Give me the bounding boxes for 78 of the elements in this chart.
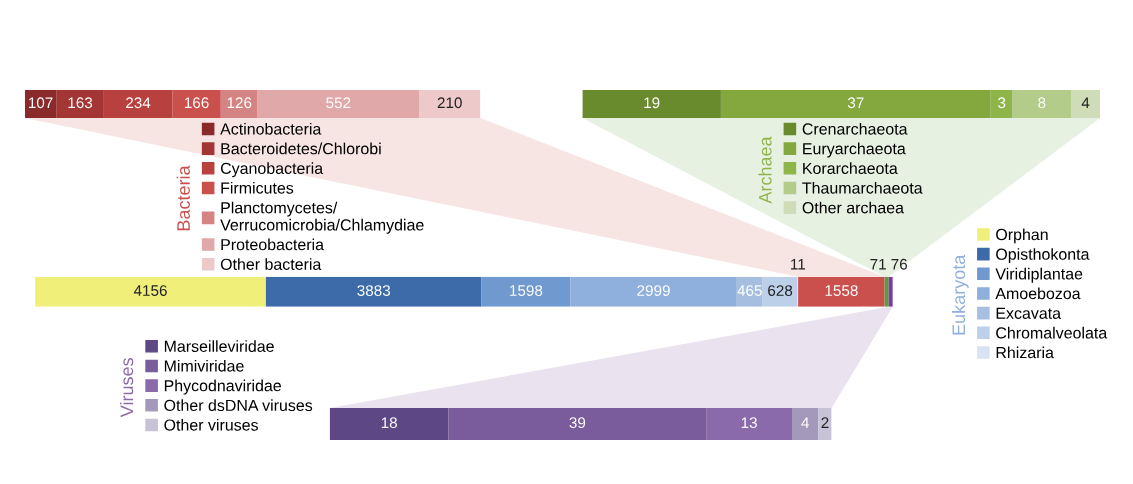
bar [582, 90, 721, 119]
legend-label: Rhizaria [996, 346, 1054, 359]
legend-label: Excavata [996, 307, 1062, 319]
legend-label: Cyanobacteria [220, 162, 324, 178]
data-label: 39 [569, 417, 586, 429]
data-label: 4 [1081, 97, 1090, 109]
legend-label: Mimiviridae [164, 359, 244, 372]
data-label: 2 [821, 417, 829, 428]
bar [103, 90, 173, 119]
legend-title: Eukaryota [951, 254, 969, 335]
data-label: 210 [437, 97, 462, 109]
legend-label: Other viruses [164, 418, 258, 431]
bar [1070, 90, 1101, 119]
bar [720, 90, 991, 119]
data-label: 71 [870, 259, 886, 270]
legend-label: Thaumarchaeota [802, 181, 923, 194]
legend-label: Euryarchaeota [803, 142, 906, 158]
data-label: 8 [1038, 97, 1046, 109]
legend-label: Other dsDNA viruses [164, 399, 313, 412]
bar [24, 90, 57, 119]
legend-label: Actinobacteria [220, 122, 322, 135]
data-label: 552 [326, 97, 351, 109]
legend-label: Marseilleviridae [164, 340, 274, 352]
legend-label: Crenarchaeota [802, 122, 908, 135]
data-label: 13 [741, 417, 757, 429]
data-label: 107 [28, 97, 53, 109]
data-label: 628 [768, 285, 793, 296]
bar [1012, 90, 1071, 119]
bar [884, 276, 889, 307]
bar [792, 408, 819, 440]
bar [448, 408, 707, 440]
bar [990, 90, 1013, 119]
bar [257, 90, 419, 119]
bar [220, 90, 258, 119]
legend-label: Viridiplantae [995, 267, 1083, 283]
legend-title: Archaea [758, 136, 772, 204]
legend-label: Korarchaeota [803, 162, 898, 175]
bar [265, 276, 482, 307]
legend-label: Opisthokonta [996, 248, 1090, 264]
legend-label: Phycodnaviridae [164, 379, 281, 395]
legend-label: Orphan [996, 228, 1048, 244]
legend-label: Other archaea [802, 201, 904, 214]
data-label: 3883 [357, 285, 391, 296]
data-label: 234 [126, 97, 151, 109]
bar [35, 276, 266, 307]
data-label: 18 [381, 417, 397, 429]
data-label: 465 [737, 285, 762, 296]
data-label: 11 [791, 259, 806, 270]
data-label: 37 [847, 97, 864, 109]
legend-label: Proteobacteria [221, 238, 325, 251]
data-label: 76 [891, 258, 908, 270]
data-label: 4 [801, 417, 810, 428]
bar [818, 408, 832, 440]
data-label: 1598 [510, 285, 543, 296]
data-label: 1558 [825, 285, 858, 296]
bar [706, 408, 792, 440]
data-label: 166 [184, 97, 209, 109]
bar [481, 276, 571, 307]
legend-label: Firmicutes [221, 181, 294, 194]
legend-title: Viruses [119, 358, 134, 418]
legend-label: Bacteroidetes/Chlorobi [221, 142, 381, 155]
bar [329, 408, 449, 440]
data-label: 3 [998, 97, 1006, 109]
legend-label: Other bacteria [220, 258, 322, 270]
legend-title: Bacteria [176, 165, 190, 231]
bar [798, 276, 885, 307]
legend-label: Chromalveolata [996, 326, 1108, 339]
data-label: 4156 [133, 285, 167, 296]
data-label: 163 [68, 97, 93, 109]
bar [570, 276, 737, 307]
legend-label: Amoebozoa [995, 287, 1081, 300]
bar [172, 90, 221, 119]
bar [56, 90, 104, 119]
bar [419, 90, 481, 119]
data-label: 126 [227, 97, 252, 109]
legend-label: Planctomycetes/ Verrucomicrobia/Chlamydiae [220, 201, 424, 234]
data-label: 19 [644, 97, 660, 109]
data-label: 2999 [637, 285, 670, 296]
